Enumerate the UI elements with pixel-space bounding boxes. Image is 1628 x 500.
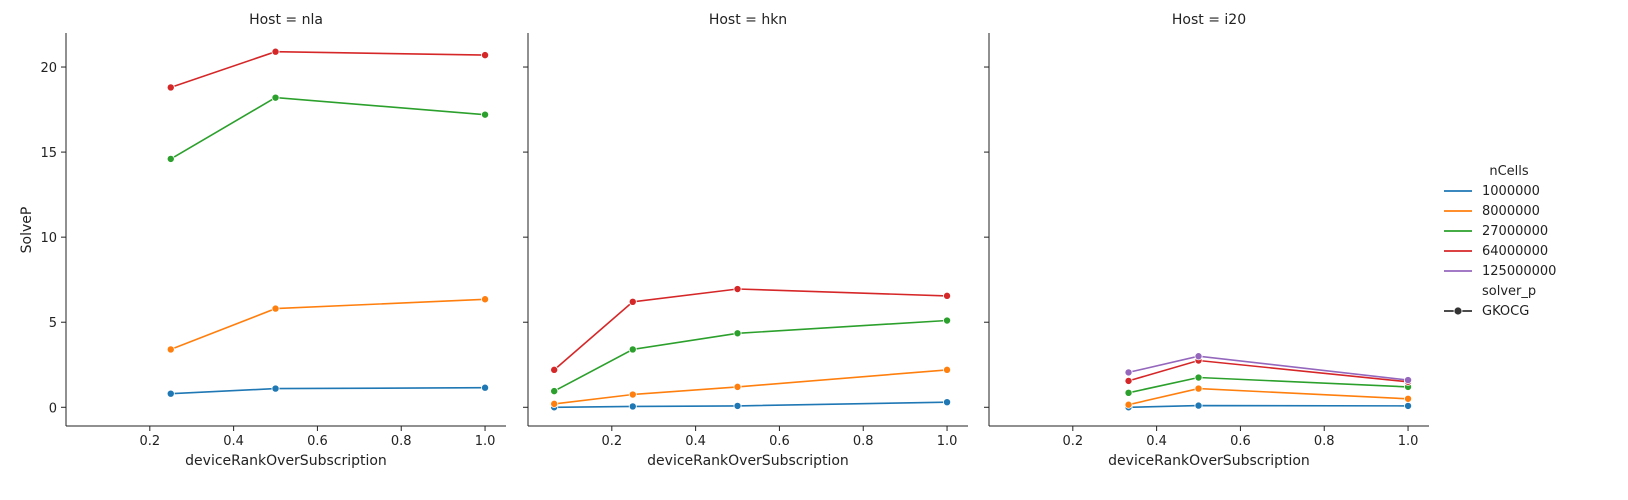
legend-style-title: solver_p — [1482, 284, 1536, 299]
data-point — [550, 399, 559, 408]
y-tick-label: 5 — [49, 316, 57, 331]
data-point — [166, 345, 175, 354]
series-line — [1128, 404, 1409, 409]
data-point — [481, 295, 490, 304]
series-line — [553, 288, 948, 371]
legend-title: nCells — [1489, 164, 1529, 179]
x-tick-label: 0.8 — [1314, 434, 1335, 449]
data-point — [1124, 400, 1133, 409]
x-axis-title: deviceRankOverSubscription — [185, 453, 387, 469]
x-tick-label: 0.8 — [853, 434, 874, 449]
y-tick-label: 20 — [40, 61, 57, 76]
y-tick-label: 0 — [49, 401, 57, 416]
y-tick-label: 10 — [40, 231, 57, 246]
data-point — [1194, 373, 1203, 382]
data-point — [733, 401, 742, 410]
legend: nCells 1000000 8000000 27000000 64000000 1250… — [1444, 164, 1556, 319]
facet-panel: Host = nla 0 5 10 15 20 0.2 0.4 0.6 0.8 1.0 deviceR… — [40, 12, 506, 469]
x-tick-label: 0.6 — [307, 434, 328, 449]
x-axis-title: deviceRankOverSubscription — [1108, 453, 1310, 469]
legend-style-label: GKOCG — [1482, 304, 1529, 319]
data-point — [1194, 384, 1203, 393]
facet-panel: Host = hkn 0.2 0.4 0.6 0.8 1.0 deviceRankOverS… — [523, 12, 968, 469]
data-point — [1124, 388, 1133, 397]
x-tick-label: 0.4 — [223, 434, 244, 449]
facet-title: Host = i20 — [1172, 12, 1246, 28]
facet-panels: Host = nla 0 5 10 15 20 0.2 0.4 0.6 0.8 1.0 deviceR… — [40, 12, 1429, 469]
data-point — [628, 390, 637, 399]
data-point — [1404, 401, 1413, 410]
x-tick-label: 0.6 — [1230, 434, 1251, 449]
data-point — [271, 384, 280, 393]
data-point — [628, 345, 637, 354]
data-point — [943, 316, 952, 325]
x-tick-label: 0.4 — [685, 434, 706, 449]
data-point — [481, 383, 490, 392]
data-point — [943, 291, 952, 300]
data-point — [1194, 401, 1203, 410]
legend-label: 27000000 — [1482, 224, 1548, 239]
series-line — [553, 319, 948, 392]
data-point — [481, 51, 490, 60]
data-point — [733, 382, 742, 391]
data-point — [943, 398, 952, 407]
data-point — [271, 47, 280, 56]
series-line — [170, 386, 486, 395]
x-tick-label: 0.4 — [1146, 434, 1167, 449]
series-line — [554, 401, 948, 409]
x-tick-label: 0.2 — [601, 434, 622, 449]
x-tick-label: 0.2 — [139, 434, 160, 449]
x-tick-label: 0.2 — [1062, 434, 1083, 449]
facet-panel: Host = i20 0.2 0.4 0.6 0.8 1.0 deviceRankOverS… — [984, 12, 1429, 469]
series-line — [1128, 376, 1409, 394]
data-point — [628, 402, 637, 411]
data-point — [166, 154, 175, 163]
y-axis-title: SolveP — [19, 207, 35, 254]
data-point — [271, 93, 280, 102]
legend-label: 125000000 — [1482, 264, 1556, 279]
data-point — [1124, 376, 1133, 385]
x-tick-label: 0.8 — [391, 434, 412, 449]
x-axis-title: deviceRankOverSubscription — [647, 453, 849, 469]
legend-label: 64000000 — [1482, 244, 1548, 259]
x-tick-label: 1.0 — [1398, 434, 1419, 449]
series-line — [170, 298, 486, 351]
x-tick-label: 1.0 — [475, 434, 496, 449]
data-point — [1124, 368, 1133, 377]
facet-title: Host = hkn — [709, 12, 787, 28]
data-point — [550, 365, 559, 374]
facet-title: Host = nla — [249, 12, 323, 28]
data-point — [1404, 376, 1413, 385]
series-line — [554, 369, 948, 405]
legend-label: 8000000 — [1482, 204, 1540, 219]
y-tick-label: 15 — [40, 146, 57, 161]
data-point — [166, 83, 175, 92]
series-line — [170, 50, 486, 89]
series-line — [170, 96, 486, 160]
series-line — [1128, 387, 1409, 406]
data-point — [628, 297, 637, 306]
data-point — [481, 110, 490, 119]
data-point — [943, 365, 952, 374]
data-point — [733, 329, 742, 338]
data-point — [166, 389, 175, 398]
legend-label: 1000000 — [1482, 184, 1540, 199]
data-point — [550, 387, 559, 396]
x-tick-label: 1.0 — [937, 434, 958, 449]
data-point — [1404, 394, 1413, 403]
data-point — [733, 285, 742, 294]
data-point — [271, 304, 280, 313]
legend-style-marker — [1453, 306, 1463, 316]
x-tick-label: 0.6 — [769, 434, 790, 449]
data-point — [1194, 352, 1203, 361]
